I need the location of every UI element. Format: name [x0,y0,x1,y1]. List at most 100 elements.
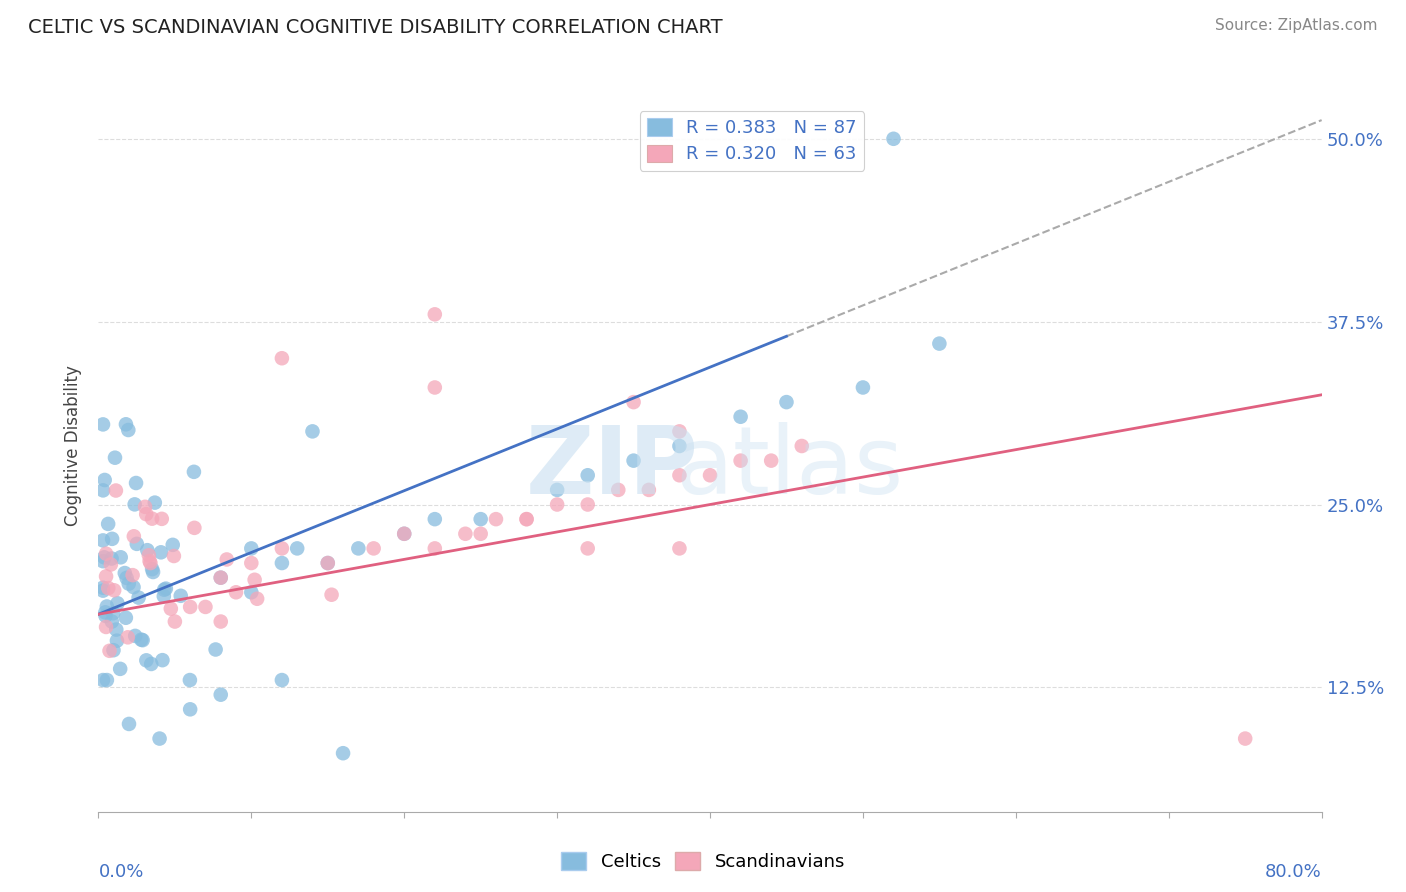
Point [183,465,205,479]
Point [96,673,118,687]
Point [179,599,201,614]
Point [159,601,181,615]
Point [97,516,120,531]
Point [135,653,157,667]
Point [162,538,184,552]
Point [104,483,127,498]
Point [392,526,416,541]
Point [101,532,124,546]
Point [124,629,146,643]
Point [141,657,163,671]
Point [183,521,205,535]
Point [209,688,232,702]
Point [423,512,446,526]
Point [138,548,160,562]
Point [108,662,131,676]
Point [121,568,143,582]
Point [790,439,813,453]
Point [285,541,308,556]
Text: Source: ZipAtlas.com: Source: ZipAtlas.com [1215,18,1378,33]
Point [730,453,752,467]
Point [270,556,292,570]
Y-axis label: Cognitive Disability: Cognitive Disability [65,366,83,526]
Point [316,556,339,570]
Point [928,336,950,351]
Point [152,653,174,667]
Point [301,425,323,439]
Point [104,450,127,465]
Point [149,731,172,746]
Point [122,580,145,594]
Point [122,529,145,543]
Point [115,417,138,432]
Point [125,475,148,490]
Point [775,395,797,409]
Point [516,512,538,526]
Point [101,615,124,629]
Point [143,495,166,509]
Point [94,606,117,620]
Point [91,533,114,548]
Point [179,702,201,716]
Point [240,585,263,599]
Point [316,556,339,570]
Point [204,642,226,657]
Point [142,565,165,579]
Point [363,541,385,556]
Point [117,423,139,437]
Point [209,571,232,585]
Point [485,512,508,526]
Point [163,615,186,629]
Point [141,511,163,525]
Point [170,589,193,603]
Point [668,439,690,453]
Point [163,549,186,563]
Point [91,554,114,568]
Point [153,589,176,603]
Point [118,717,141,731]
Point [215,552,238,566]
Point [125,537,148,551]
Point [209,571,232,585]
Point [91,673,114,687]
Point [852,380,875,394]
Point [107,596,129,610]
Point [150,512,173,526]
Point [135,507,157,521]
Point [103,583,125,598]
Point [124,497,146,511]
Point [730,409,752,424]
Point [240,541,263,556]
Point [883,132,905,146]
Point [470,512,492,526]
Point [131,633,153,648]
Point [270,541,292,556]
Point [546,483,568,497]
Point [114,566,136,580]
Point [136,543,159,558]
Point [100,558,122,572]
Point [546,498,568,512]
Point [576,498,599,512]
Point [94,547,117,561]
Point [91,581,114,595]
Point [110,550,132,565]
Point [270,673,292,687]
Point [699,468,721,483]
Point [270,351,292,366]
Point [470,526,492,541]
Text: 0.0%: 0.0% [98,863,143,881]
Point [101,606,124,620]
Point [103,643,125,657]
Point [332,746,354,760]
Point [94,608,117,623]
Point [225,585,247,599]
Point [134,500,156,514]
Point [668,468,690,483]
Point [423,541,446,556]
Point [423,380,446,394]
Point [94,620,117,634]
Point [91,417,114,432]
Point [100,551,122,566]
Text: atlas: atlas [675,422,904,514]
